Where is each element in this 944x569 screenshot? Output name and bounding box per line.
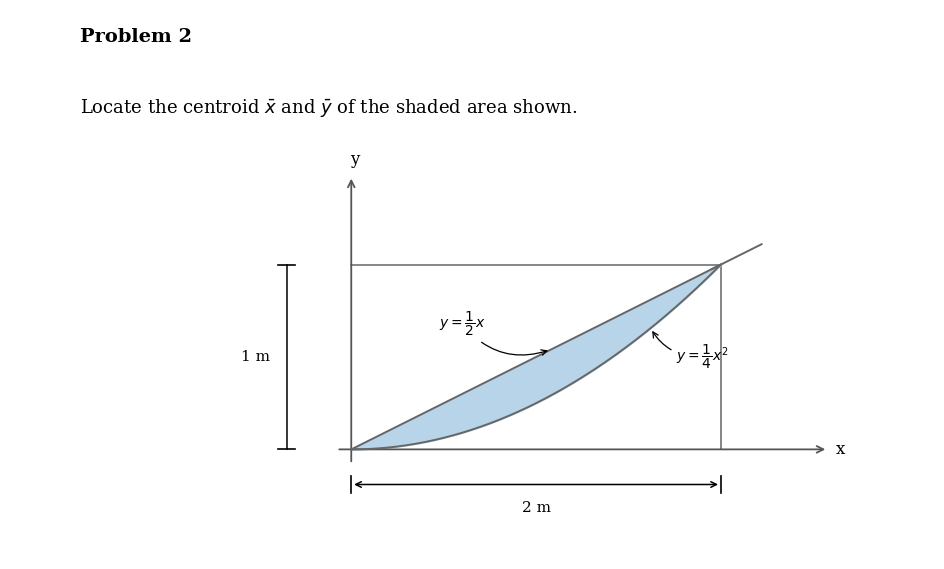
Text: $y = \dfrac{1}{2}x$: $y = \dfrac{1}{2}x$	[438, 310, 547, 355]
Text: x: x	[834, 441, 844, 458]
Text: $y = \dfrac{1}{4}x^2$: $y = \dfrac{1}{4}x^2$	[652, 332, 728, 371]
Text: 1 m: 1 m	[241, 350, 270, 364]
Text: Locate the centroid $\bar{x}$ and $\bar{y}$ of the shaded area shown.: Locate the centroid $\bar{x}$ and $\bar{…	[80, 97, 577, 119]
Text: Problem 2: Problem 2	[80, 28, 193, 47]
Text: 2 m: 2 m	[521, 501, 550, 515]
Text: y: y	[350, 151, 360, 168]
